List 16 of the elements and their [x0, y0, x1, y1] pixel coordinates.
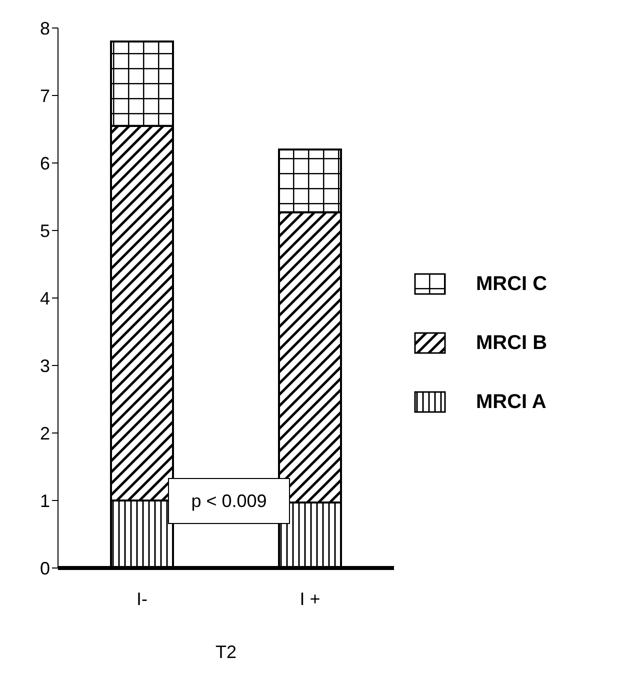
y-tick-label: 5: [40, 220, 50, 241]
legend-label: MRCI B: [476, 332, 548, 354]
x-axis-title: T2: [215, 642, 237, 662]
y-tick-label: 1: [40, 490, 50, 511]
y-tick-label: 7: [40, 86, 50, 106]
y-tick-label: 3: [40, 356, 50, 376]
y-tick-label: 8: [40, 18, 50, 38]
y-tick-label: 6: [40, 153, 50, 174]
annotation: p < 0.009: [168, 478, 290, 524]
y-tick-label: 4: [40, 288, 50, 308]
y-tick-label: 2: [40, 423, 50, 444]
y-tick-label: 0: [40, 558, 50, 578]
x-tick-label: I-: [136, 588, 148, 609]
legend-label: MRCI A: [476, 390, 546, 414]
x-tick-label: I +: [300, 588, 320, 609]
legend-label: MRCI C: [476, 272, 548, 296]
